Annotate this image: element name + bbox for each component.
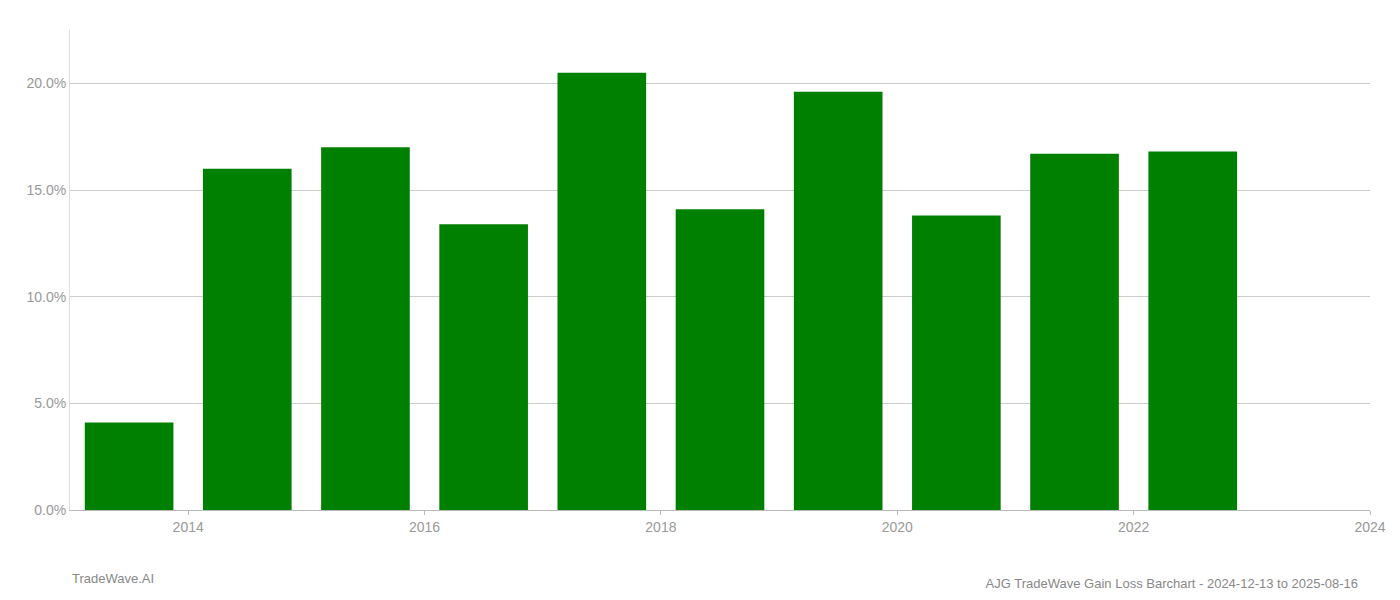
svg-text:2018: 2018 bbox=[645, 519, 676, 535]
svg-text:2020: 2020 bbox=[882, 519, 913, 535]
svg-text:TradeWave.AI: TradeWave.AI bbox=[72, 571, 154, 586]
svg-text:0.0%: 0.0% bbox=[34, 502, 66, 518]
svg-text:2022: 2022 bbox=[1118, 519, 1149, 535]
svg-text:15.0%: 15.0% bbox=[26, 182, 66, 198]
svg-text:5.0%: 5.0% bbox=[34, 395, 66, 411]
svg-text:10.0%: 10.0% bbox=[26, 289, 66, 305]
svg-text:2014: 2014 bbox=[173, 519, 204, 535]
svg-text:AJG TradeWave Gain Loss Barcha: AJG TradeWave Gain Loss Barchart - 2024-… bbox=[986, 576, 1358, 591]
svg-text:2024: 2024 bbox=[1354, 519, 1385, 535]
svg-text:20.0%: 20.0% bbox=[26, 75, 66, 91]
svg-text:2016: 2016 bbox=[409, 519, 440, 535]
